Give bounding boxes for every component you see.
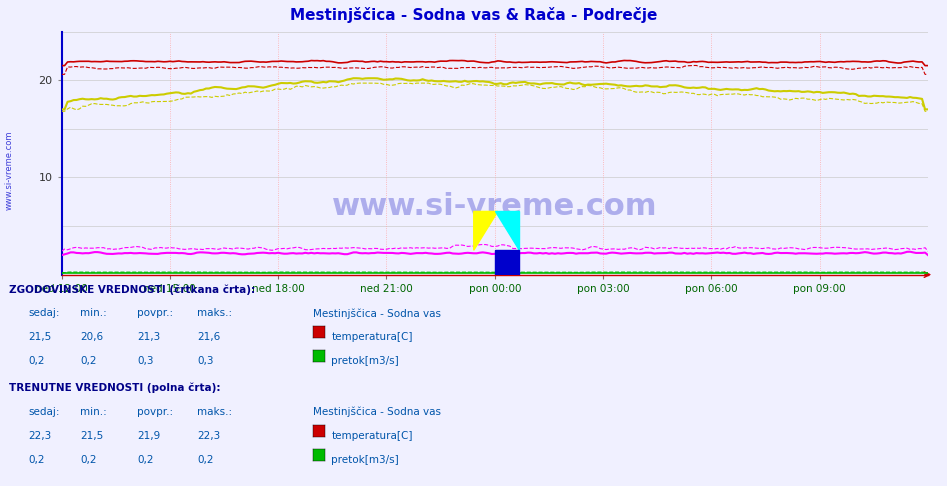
Text: 0,2: 0,2 xyxy=(28,455,45,465)
Text: temperatura[C]: temperatura[C] xyxy=(331,431,413,441)
Text: 21,6: 21,6 xyxy=(197,332,221,342)
Text: pretok[m3/s]: pretok[m3/s] xyxy=(331,356,400,366)
Text: 0,2: 0,2 xyxy=(197,455,213,465)
Text: TRENUTNE VREDNOSTI (polna črta):: TRENUTNE VREDNOSTI (polna črta): xyxy=(9,383,221,394)
Text: 21,3: 21,3 xyxy=(137,332,161,342)
Text: 0,3: 0,3 xyxy=(197,356,213,366)
Text: www.si-vreme.com: www.si-vreme.com xyxy=(332,192,657,221)
Text: povpr.:: povpr.: xyxy=(137,407,173,417)
Text: pretok[m3/s]: pretok[m3/s] xyxy=(331,455,400,465)
Text: 0,2: 0,2 xyxy=(80,455,97,465)
Text: maks.:: maks.: xyxy=(197,407,232,417)
Text: temperatura[C]: temperatura[C] xyxy=(331,332,413,342)
Text: min.:: min.: xyxy=(80,407,107,417)
Text: maks.:: maks.: xyxy=(197,308,232,318)
Text: 0,2: 0,2 xyxy=(28,356,45,366)
Text: sedaj:: sedaj: xyxy=(28,407,60,417)
Text: Mestinjščica - Sodna vas & Rača - Podrečje: Mestinjščica - Sodna vas & Rača - Podreč… xyxy=(290,7,657,23)
Text: 21,9: 21,9 xyxy=(137,431,161,441)
Polygon shape xyxy=(474,211,498,250)
Text: www.si-vreme.com: www.si-vreme.com xyxy=(5,130,14,210)
Text: 0,3: 0,3 xyxy=(137,356,153,366)
Text: 21,5: 21,5 xyxy=(80,431,104,441)
Text: 22,3: 22,3 xyxy=(28,431,52,441)
Text: sedaj:: sedaj: xyxy=(28,308,60,318)
Text: 20,6: 20,6 xyxy=(80,332,103,342)
Text: min.:: min.: xyxy=(80,308,107,318)
Text: 22,3: 22,3 xyxy=(197,431,221,441)
Text: 21,5: 21,5 xyxy=(28,332,52,342)
Text: ZGODOVINSKE VREDNOSTI (črtkana črta):: ZGODOVINSKE VREDNOSTI (črtkana črta): xyxy=(9,284,256,295)
Text: 0,2: 0,2 xyxy=(137,455,153,465)
Text: Mestinjščica - Sodna vas: Mestinjščica - Sodna vas xyxy=(313,308,440,319)
Text: Mestinjščica - Sodna vas: Mestinjščica - Sodna vas xyxy=(313,407,440,417)
Bar xyxy=(494,250,519,275)
Polygon shape xyxy=(494,211,519,250)
Text: 0,2: 0,2 xyxy=(80,356,97,366)
Text: povpr.:: povpr.: xyxy=(137,308,173,318)
